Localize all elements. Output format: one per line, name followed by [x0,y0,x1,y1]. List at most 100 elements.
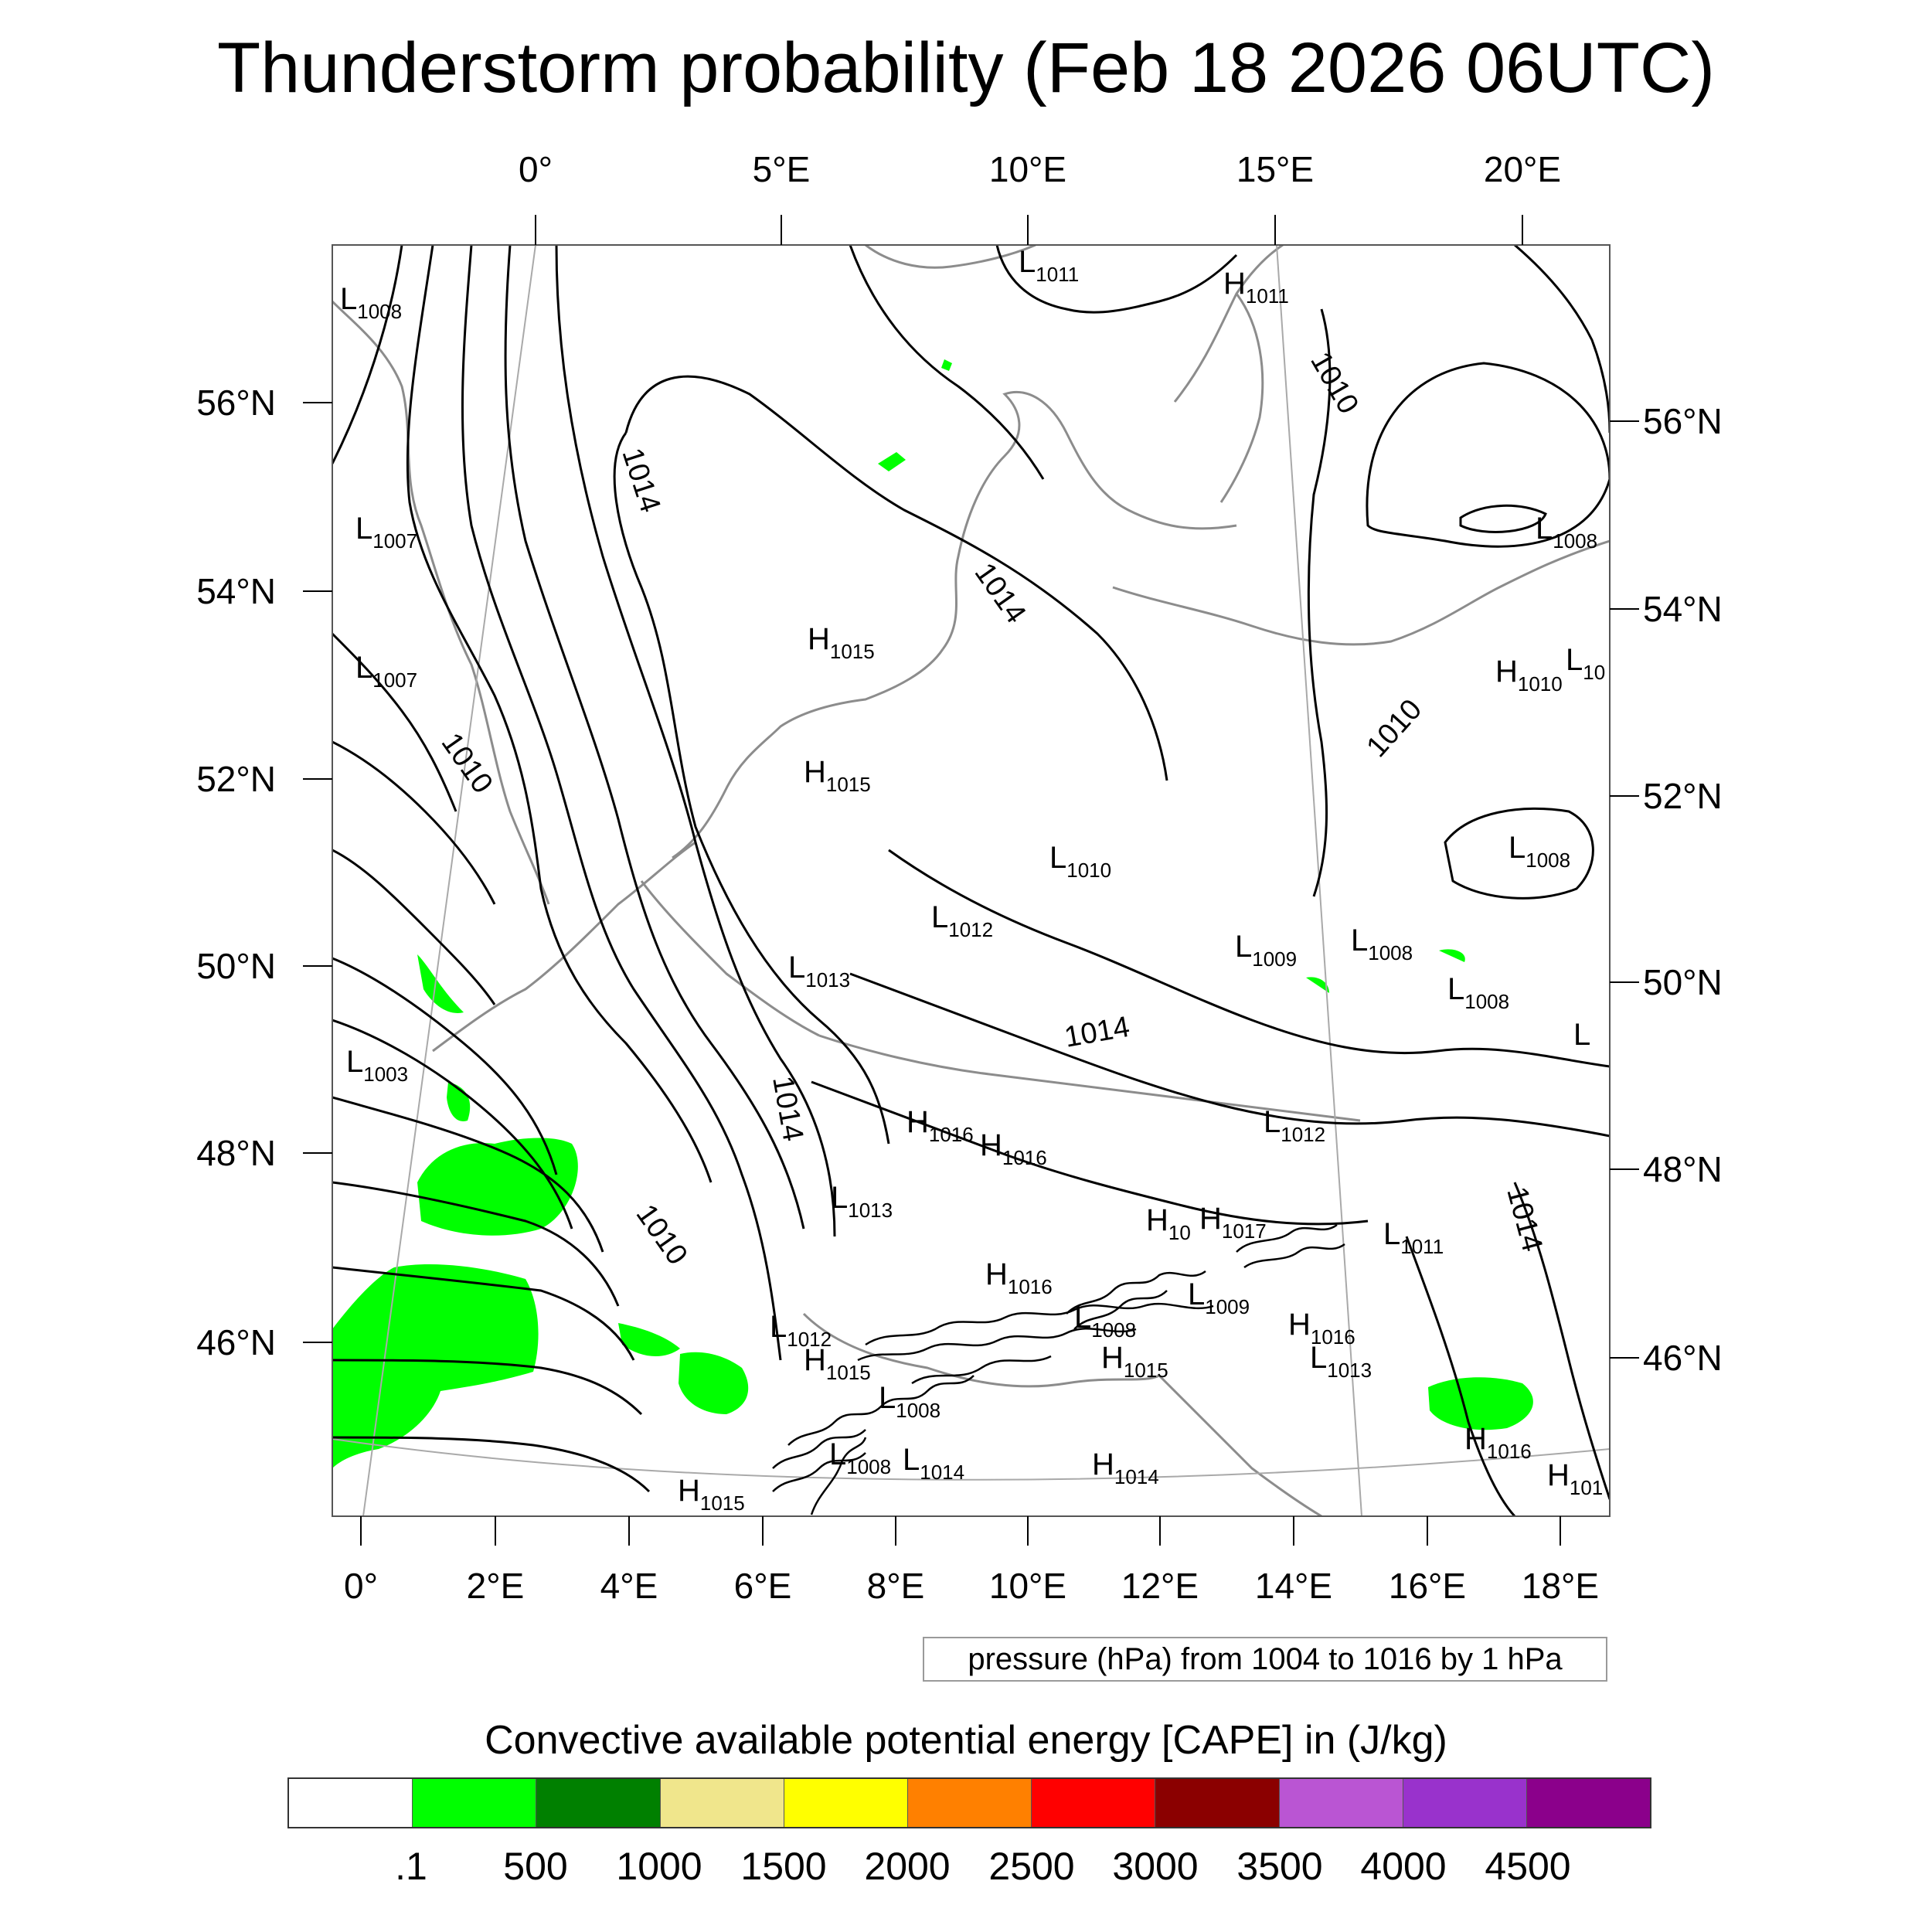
isobar-se-2 [1405,1236,1516,1516]
cape-area-czech [1306,977,1329,993]
pressure-center: L1014 [903,1443,964,1484]
isobar-loop-east [1366,362,1610,548]
isobar-east-edge [1514,245,1610,434]
isobar-1014 [613,432,890,1145]
bottom-lon-label: 6°E [734,1566,792,1606]
left-lat-label: 56°N [196,383,276,423]
cape-area-hungary [1428,1377,1533,1430]
colorbar-label: 1000 [616,1845,702,1888]
top-lon-label: 5°E [753,149,811,189]
cape-areas [332,359,1533,1468]
top-lon-label: 20°E [1484,149,1561,189]
alpine-contour [865,1302,1214,1346]
coastline-low-countries [672,648,944,859]
pressure-center: L1007 [355,512,417,553]
left-lat-label: 50°N [196,946,276,986]
isobar-central-3 [811,1080,1369,1226]
pressure-center: L1011 [1019,245,1079,286]
alpine-contour [1236,1223,1338,1253]
coastline-adriatic [1158,1374,1322,1516]
pressure-center: H1015 [804,1343,871,1384]
cape-area-poland-south [1439,949,1465,962]
pressure-center: H1014 [1092,1447,1159,1488]
right-lat-labels: 56°N 54°N 52°N 50°N 48°N 46°N [1643,401,1723,1378]
colorbar-label: 3000 [1112,1845,1199,1888]
top-lon-label: 0° [519,149,553,189]
alpine-contour [911,1355,1052,1385]
colorbar-label: 3500 [1236,1845,1323,1888]
isobar-west-7 [332,1436,651,1493]
pressure-center: H1015 [1101,1341,1168,1382]
isobar-1014-dome [624,375,1168,781]
colorbar-label: 2500 [988,1845,1075,1888]
isobar-west-4 [332,1181,620,1307]
cape-area-alps-west [679,1352,749,1414]
bottom-lon-label: 16°E [1389,1566,1466,1606]
top-lon-label: 10°E [989,149,1066,189]
isobar-loop-poland [1444,807,1594,900]
bottom-lon-label: 10°E [989,1566,1066,1606]
pressure-center: L1013 [788,951,850,992]
alpine-contour [772,1429,866,1469]
pressure-center: H1017 [1199,1202,1267,1243]
colorbar-swatch [1279,1779,1403,1827]
pressure-center: L1008 [340,282,402,323]
cape-area-channel [417,954,464,1013]
left-lat-label: 48°N [196,1133,276,1173]
isobar-loop-small [1459,504,1547,533]
pressure-center: H1015 [808,622,875,663]
pressure-center: L1008 [879,1381,940,1422]
right-lat-label: 56°N [1643,401,1723,441]
isobar-1010-east [1307,308,1332,897]
pressure-center: L1009 [1235,930,1297,971]
cape-area-rhone [618,1323,680,1357]
pressure-center: L1008 [829,1437,891,1478]
isobar-label: 1014 [1500,1183,1548,1255]
pressure-center: L1012 [770,1310,832,1351]
graticule-lon-0 [362,245,536,1516]
isobars [332,245,1610,1516]
colorbar-label: 4000 [1360,1845,1447,1888]
left-lat-label: 54°N [196,571,276,611]
bottom-lon-labels: 0° 2°E 4°E 6°E 8°E 10°E 12°E 14°E 16°E 1… [344,1566,1599,1606]
bottom-lon-label: 18°E [1522,1566,1599,1606]
bottom-lon-label: 8°E [867,1566,925,1606]
map-content [332,245,1610,1516]
colorbar-swatch [907,1779,1032,1827]
coastline-germany-denmark [941,390,1237,650]
colorbar-swatch [536,1779,661,1827]
pressure-centers: L1008 L1011 H1011 L1007 L1007 L1008 H101… [340,245,1605,1515]
right-lat-label: 50°N [1643,962,1723,1002]
colorbar-swatch [1403,1779,1527,1827]
colorbar-label: .1 [395,1845,427,1888]
pressure-center: L [1573,1018,1590,1052]
coastline-france-north [432,841,696,1053]
isobar-west-6 [332,1359,643,1416]
right-lat-label: 52°N [1643,776,1723,816]
page-title: Thunderstorm probability (Feb 18 2026 06… [216,29,1716,107]
pressure-center: H1011 [1223,267,1289,308]
colorbar-title: Convective available potential energy [C… [485,1718,1447,1763]
isobar-north-2 [995,245,1238,314]
colorbar-label: 2000 [864,1845,951,1888]
bottom-lon-label: 12°E [1121,1566,1199,1606]
pressure-center: L1008 [1447,972,1509,1013]
cape-area-france-west [332,1264,539,1468]
pressure-center: H10 [1146,1203,1191,1244]
colorbar-swatch [1526,1779,1651,1827]
isobar [504,245,805,1230]
isobar-west-1 [332,957,558,1175]
alpine-contour [810,1437,867,1515]
alpine-contour [1066,1270,1206,1315]
pressure-note: pressure (hPa) from 1004 to 1016 by 1 hP… [923,1637,1607,1682]
pressure-center: H1016 [906,1105,974,1146]
isobar-north [849,245,1045,480]
bottom-lon-label: 2°E [467,1566,525,1606]
pressure-center: L1013 [1310,1341,1372,1382]
coastline-baltic [1112,539,1610,646]
alpine-contour [772,1452,866,1492]
alpine-contours [772,1223,1345,1515]
colorbar-label: 4500 [1485,1845,1571,1888]
pressure-center: H101 [1547,1458,1603,1499]
